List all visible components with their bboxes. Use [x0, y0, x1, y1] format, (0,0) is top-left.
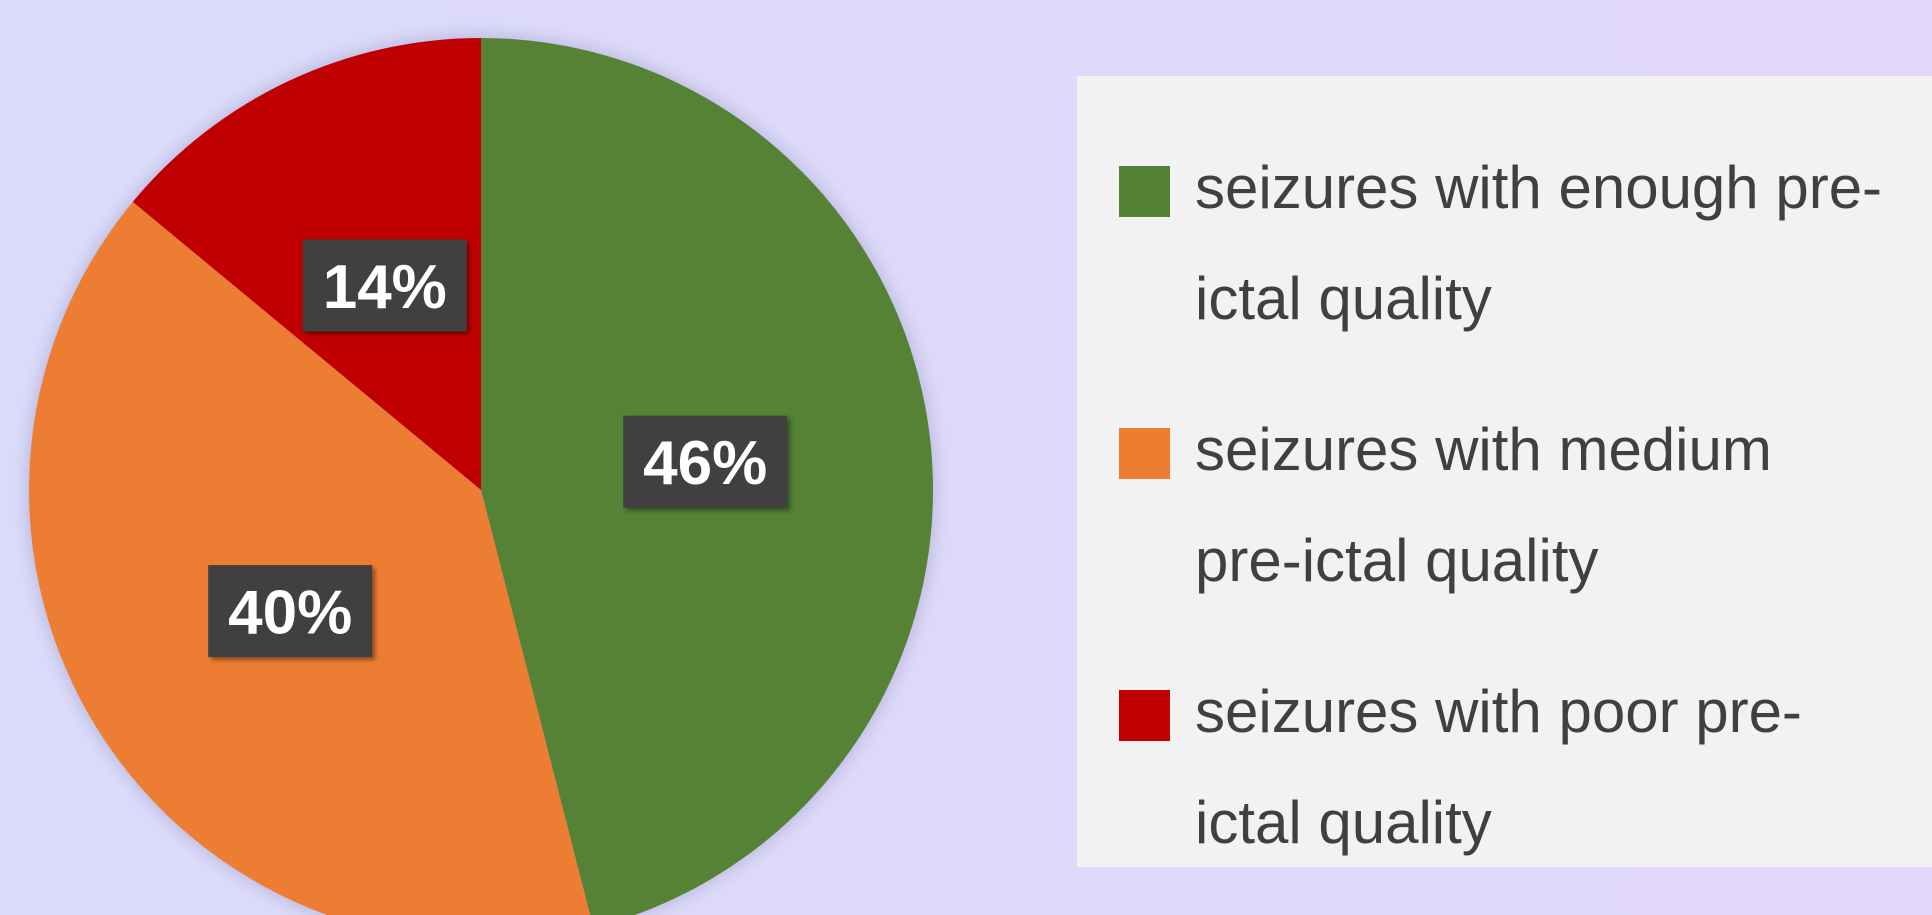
legend-item: seizures with poor pre-ictal quality [1077, 638, 1932, 900]
legend-item: seizures with enough pre-ictal quality [1077, 114, 1932, 376]
pie-slice [29, 201, 591, 915]
legend-label: seizures with poor pre-ictal quality [1195, 678, 1802, 856]
legend: seizures with enough pre-ictal quality se… [1077, 76, 1932, 867]
data-label-box [623, 415, 788, 508]
pie [29, 38, 933, 915]
data-label: 14% [323, 253, 447, 322]
legend-swatch [1119, 166, 1170, 217]
data-label: 46% [643, 429, 767, 498]
data-label: 40% [228, 579, 352, 648]
legend-swatch [1119, 690, 1170, 741]
data-labels: 46% 40% 14% [208, 239, 788, 658]
legend-swatch [1119, 428, 1170, 479]
legend-label: seizures with enough pre-ictal quality [1195, 154, 1883, 332]
legend-item: seizures with medium pre-ictal quality [1077, 376, 1932, 638]
data-label-box [302, 239, 467, 332]
legend-label: seizures with medium pre-ictal quality [1195, 416, 1772, 594]
data-label-box [208, 565, 373, 658]
